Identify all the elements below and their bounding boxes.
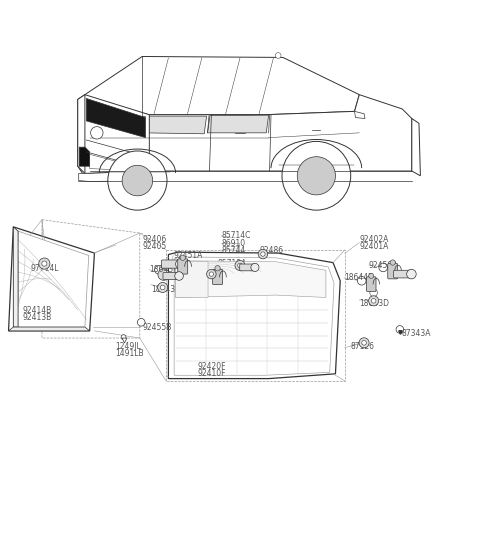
Text: 92402A: 92402A xyxy=(360,235,389,244)
Circle shape xyxy=(206,269,216,279)
Polygon shape xyxy=(13,231,89,327)
Text: 85719A: 85719A xyxy=(217,259,246,268)
Circle shape xyxy=(209,272,214,277)
Circle shape xyxy=(372,299,376,303)
Polygon shape xyxy=(90,155,125,170)
Circle shape xyxy=(258,250,268,259)
Text: 18643D: 18643D xyxy=(360,299,389,307)
Text: 92410F: 92410F xyxy=(197,369,226,378)
Circle shape xyxy=(157,283,168,293)
Circle shape xyxy=(261,252,265,256)
Circle shape xyxy=(175,272,183,280)
Polygon shape xyxy=(13,227,18,327)
Text: 92486: 92486 xyxy=(259,246,283,255)
Polygon shape xyxy=(168,252,340,379)
Polygon shape xyxy=(144,116,206,134)
Circle shape xyxy=(215,266,220,271)
Text: 86910: 86910 xyxy=(222,238,246,247)
Polygon shape xyxy=(9,227,95,331)
Circle shape xyxy=(369,296,379,306)
Polygon shape xyxy=(412,119,420,176)
FancyBboxPatch shape xyxy=(161,260,180,268)
Text: 97714L: 97714L xyxy=(31,264,60,273)
Text: 85714C: 85714C xyxy=(222,231,251,241)
Polygon shape xyxy=(174,257,334,375)
Polygon shape xyxy=(85,56,360,115)
Circle shape xyxy=(122,165,153,196)
Circle shape xyxy=(91,126,103,139)
Circle shape xyxy=(180,255,185,261)
Circle shape xyxy=(390,260,396,265)
Text: 87343A: 87343A xyxy=(401,329,431,338)
Circle shape xyxy=(359,338,369,348)
Circle shape xyxy=(358,277,366,285)
FancyBboxPatch shape xyxy=(178,259,188,274)
Polygon shape xyxy=(78,94,90,173)
Polygon shape xyxy=(78,94,90,173)
Polygon shape xyxy=(86,98,145,137)
FancyBboxPatch shape xyxy=(213,269,223,285)
Circle shape xyxy=(137,319,145,326)
Polygon shape xyxy=(207,115,269,133)
Text: 82423A: 82423A xyxy=(199,269,228,278)
Text: 92420F: 92420F xyxy=(197,362,226,371)
Circle shape xyxy=(235,261,245,270)
Circle shape xyxy=(362,341,366,345)
Text: 92455B: 92455B xyxy=(142,322,171,332)
Circle shape xyxy=(108,151,167,210)
Text: 18643P: 18643P xyxy=(149,266,178,274)
Text: 92401A: 92401A xyxy=(360,242,389,251)
Text: 1491LB: 1491LB xyxy=(115,349,144,358)
Polygon shape xyxy=(101,116,142,133)
Circle shape xyxy=(370,289,377,296)
Text: 18644E: 18644E xyxy=(344,273,373,283)
Circle shape xyxy=(155,266,163,274)
Circle shape xyxy=(379,263,387,272)
Text: 92405: 92405 xyxy=(142,242,167,251)
Polygon shape xyxy=(79,147,90,166)
Text: 92450A: 92450A xyxy=(369,261,398,269)
Polygon shape xyxy=(85,94,149,173)
FancyBboxPatch shape xyxy=(240,264,254,271)
Text: 87126: 87126 xyxy=(351,342,375,351)
Circle shape xyxy=(176,259,186,269)
Text: 92414B: 92414B xyxy=(23,306,52,315)
Text: 92406: 92406 xyxy=(142,235,167,244)
Circle shape xyxy=(121,335,126,339)
Circle shape xyxy=(282,141,351,210)
Polygon shape xyxy=(176,261,326,298)
Text: 92451A: 92451A xyxy=(173,251,203,260)
Circle shape xyxy=(158,269,169,280)
Polygon shape xyxy=(9,327,90,331)
Polygon shape xyxy=(355,112,365,119)
Circle shape xyxy=(407,269,416,279)
Text: 1249JL: 1249JL xyxy=(115,342,141,351)
FancyBboxPatch shape xyxy=(163,273,179,279)
Circle shape xyxy=(160,285,165,290)
Text: 18643D: 18643D xyxy=(151,285,181,294)
Text: 85744: 85744 xyxy=(222,246,246,254)
Polygon shape xyxy=(176,261,208,298)
Polygon shape xyxy=(79,171,149,182)
FancyBboxPatch shape xyxy=(394,270,411,278)
Circle shape xyxy=(297,157,336,195)
Circle shape xyxy=(251,263,259,272)
Text: 92413B: 92413B xyxy=(23,313,52,322)
Circle shape xyxy=(369,273,374,278)
Circle shape xyxy=(238,263,242,268)
Circle shape xyxy=(276,52,281,59)
Circle shape xyxy=(396,326,404,333)
FancyBboxPatch shape xyxy=(366,277,376,291)
FancyBboxPatch shape xyxy=(388,264,397,279)
Circle shape xyxy=(39,258,50,269)
Polygon shape xyxy=(90,94,412,171)
Circle shape xyxy=(42,261,47,266)
